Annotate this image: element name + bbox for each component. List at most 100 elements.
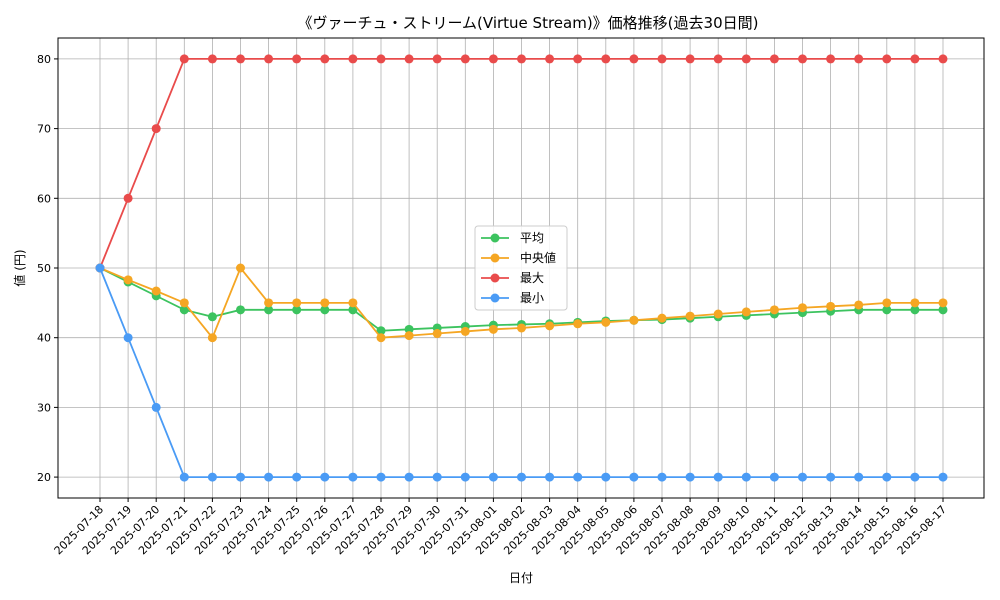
data-point <box>685 311 695 321</box>
data-point <box>207 333 217 343</box>
data-point <box>882 305 892 315</box>
data-point <box>629 54 639 64</box>
y-axis-label: 値 (円) <box>12 249 27 286</box>
data-point <box>685 54 695 64</box>
data-point <box>264 298 274 308</box>
data-point <box>601 54 611 64</box>
y-tick-label: 20 <box>37 471 51 484</box>
data-point <box>460 54 470 64</box>
data-point <box>179 305 189 315</box>
data-point <box>376 54 386 64</box>
legend-swatch-marker <box>490 233 500 243</box>
data-point <box>488 54 498 64</box>
data-point <box>629 472 639 482</box>
data-point <box>882 472 892 482</box>
data-point <box>826 472 836 482</box>
data-point <box>404 472 414 482</box>
data-point <box>236 54 245 64</box>
data-point <box>910 472 920 482</box>
data-point <box>741 307 751 317</box>
data-point <box>545 472 555 482</box>
data-point <box>236 472 245 482</box>
legend-label: 最小 <box>520 291 544 305</box>
chart-title: 《ヴァーチュ・ストリーム(Virtue Stream)》価格推移(過去30日間) <box>298 14 759 32</box>
data-point <box>517 472 526 482</box>
data-point <box>376 326 386 336</box>
data-point <box>854 54 864 64</box>
data-point <box>769 472 779 482</box>
data-point <box>657 54 667 64</box>
data-point <box>460 472 470 482</box>
data-point <box>517 323 526 333</box>
data-point <box>348 298 358 308</box>
data-point <box>882 54 892 64</box>
data-point <box>236 263 245 273</box>
data-point <box>95 263 105 273</box>
data-point <box>404 331 414 341</box>
data-point <box>882 298 892 308</box>
data-point <box>264 472 274 482</box>
data-point <box>938 472 948 482</box>
y-tick-label: 50 <box>37 262 51 275</box>
series-lines <box>95 54 948 482</box>
data-point <box>404 324 414 334</box>
data-point <box>292 305 302 315</box>
data-point <box>601 472 611 482</box>
data-point <box>348 54 358 64</box>
legend-label: 平均 <box>520 231 544 245</box>
data-point <box>826 301 836 311</box>
legend-swatch-marker <box>490 293 500 303</box>
data-point <box>769 54 779 64</box>
data-point <box>179 298 189 308</box>
data-point <box>657 313 667 323</box>
data-point <box>264 305 274 315</box>
data-point <box>123 333 133 343</box>
data-point <box>348 305 358 315</box>
y-tick-label: 40 <box>37 332 51 345</box>
legend-swatch-marker <box>490 253 500 263</box>
legend-box <box>474 225 568 311</box>
data-point <box>488 324 498 334</box>
data-point <box>207 312 217 322</box>
y-tick-label: 30 <box>37 401 51 414</box>
data-point <box>151 402 161 412</box>
data-point <box>432 329 442 339</box>
data-point <box>292 472 302 482</box>
data-point <box>657 472 667 482</box>
data-point <box>404 54 414 64</box>
data-point <box>292 298 302 308</box>
data-point <box>713 309 723 319</box>
data-point <box>179 472 189 482</box>
data-point <box>629 315 639 325</box>
data-point <box>460 326 470 336</box>
data-point <box>207 472 217 482</box>
data-point <box>488 472 498 482</box>
data-point <box>573 472 583 482</box>
data-point <box>938 298 948 308</box>
data-point <box>320 305 330 315</box>
data-point <box>573 319 583 329</box>
data-point <box>854 472 864 482</box>
x-tick-labels: 2025-07-182025-07-192025-07-202025-07-21… <box>52 498 949 557</box>
data-point <box>517 54 526 64</box>
data-point <box>910 298 920 308</box>
x-axis-label: 日付 <box>509 571 533 585</box>
data-point <box>179 54 189 64</box>
y-tick-label: 70 <box>37 123 51 136</box>
data-point <box>798 472 807 482</box>
data-point <box>713 472 723 482</box>
data-point <box>123 275 133 285</box>
data-point <box>685 472 695 482</box>
data-point <box>320 298 330 308</box>
legend-swatch-marker <box>490 273 500 283</box>
data-point <box>826 54 836 64</box>
data-point <box>573 54 583 64</box>
data-point <box>123 193 133 203</box>
data-point <box>938 54 948 64</box>
data-point <box>798 303 807 313</box>
data-point <box>264 54 274 64</box>
legend-label: 最大 <box>520 271 544 285</box>
data-point <box>151 286 161 296</box>
